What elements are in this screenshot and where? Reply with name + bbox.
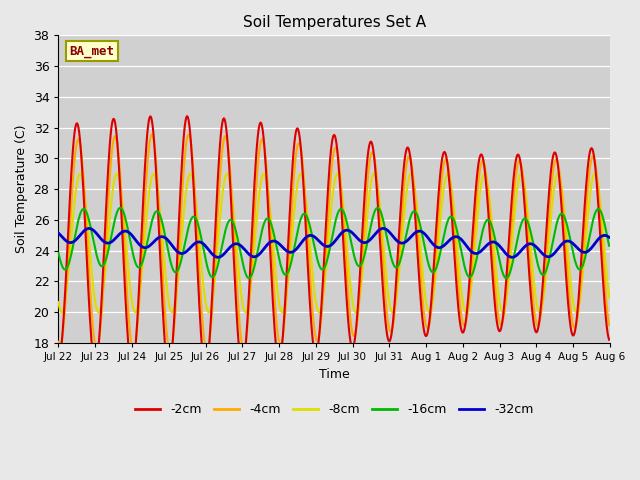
Title: Soil Temperatures Set A: Soil Temperatures Set A <box>243 15 426 30</box>
Y-axis label: Soil Temperature (C): Soil Temperature (C) <box>15 125 28 253</box>
Text: BA_met: BA_met <box>70 45 115 58</box>
X-axis label: Time: Time <box>319 368 349 381</box>
Legend: -2cm, -4cm, -8cm, -16cm, -32cm: -2cm, -4cm, -8cm, -16cm, -32cm <box>130 398 538 421</box>
